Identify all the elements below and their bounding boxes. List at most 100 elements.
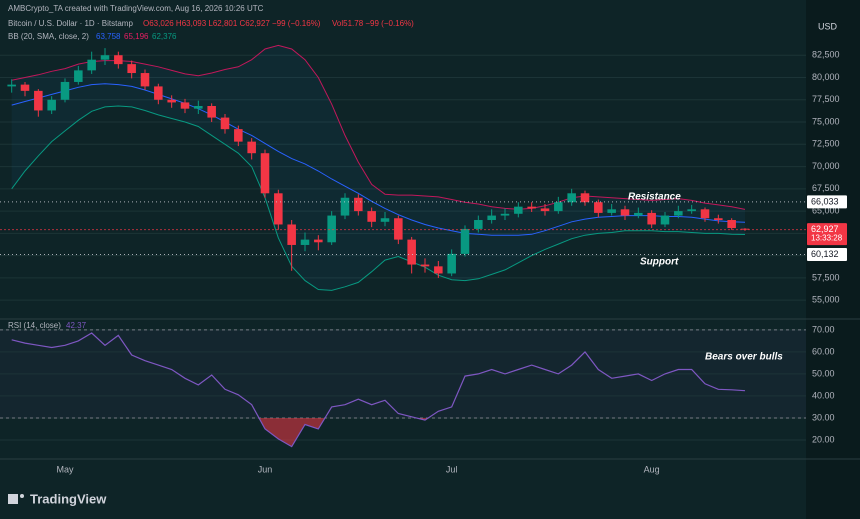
candle-body: [554, 202, 563, 212]
y-tick-label: 30.00: [812, 412, 835, 422]
x-tick-label: Aug: [644, 464, 660, 474]
candle-body: [7, 84, 16, 87]
candle-body: [714, 218, 723, 221]
brand: TradingView: [30, 491, 107, 506]
candle-body: [207, 106, 216, 118]
price-label-box: [807, 247, 847, 261]
candle-body: [634, 212, 643, 216]
y-tick-label: 60.00: [812, 346, 835, 356]
candle-body: [247, 141, 256, 154]
y-tick-label: 70,000: [812, 161, 840, 171]
price-label: 66,033: [811, 196, 839, 206]
plot-background: [0, 0, 806, 519]
y-tick-label: 57,500: [812, 272, 840, 282]
currency: USD: [818, 21, 838, 31]
candle-body: [287, 224, 296, 245]
ohlc: O63,026 H63,093 L62,801 C62,927 −99 (−0.…: [143, 19, 321, 28]
rsi-line: [11, 332, 746, 448]
candle-body: [567, 193, 576, 203]
candle-body: [260, 153, 270, 194]
candle-body: [167, 99, 176, 103]
candle-body: [367, 211, 376, 222]
bb-lower-value: 62,376: [152, 32, 177, 41]
annotation: Bears over bulls: [705, 352, 783, 363]
price-label-box: [807, 223, 847, 246]
candle-body: [114, 55, 123, 65]
candle-body: [727, 220, 736, 229]
candle-body: [127, 64, 136, 74]
candle-body: [527, 206, 536, 209]
candle-body: [447, 253, 456, 274]
candle-body: [580, 193, 590, 203]
candle-body: [100, 55, 110, 60]
candle-body: [34, 90, 43, 111]
candle-body: [314, 239, 323, 243]
y-tick-label: 75,000: [812, 116, 840, 126]
y-tick-label: 65,000: [812, 205, 840, 215]
y-tick-label: 77,500: [812, 94, 840, 104]
candle-body: [380, 218, 390, 222]
candle-body: [394, 218, 403, 240]
candle-body: [647, 212, 656, 225]
x-tick-label: Jul: [446, 464, 458, 474]
y-tick-label: 20.00: [812, 434, 835, 444]
candle-body: [140, 73, 150, 87]
y-tick-label: 70.00: [812, 324, 835, 334]
brand-logo: TradingView: [8, 491, 107, 506]
candle-body: [514, 206, 523, 214]
bb-upper-line: [11, 44, 746, 210]
x-tick-label: May: [56, 464, 74, 474]
price-label: 60,132: [811, 249, 839, 259]
bb-upper-value: 65,196: [124, 32, 149, 41]
bb-basis-value: 63,758: [96, 32, 121, 41]
candle-body: [460, 228, 470, 254]
rsi-label: RSI (14, close): [8, 321, 61, 330]
volume: Vol51.78 −99 (−0.16%): [332, 19, 414, 28]
candle-body: [47, 99, 56, 111]
candle-body: [700, 209, 710, 219]
candle-body: [594, 202, 603, 213]
candle-body: [74, 70, 83, 82]
candle-body: [154, 86, 163, 100]
candle-body: [474, 220, 483, 229]
candle-body: [540, 208, 550, 212]
rsi-value: 42.37: [66, 321, 87, 330]
candle-body: [274, 193, 283, 225]
y-tick-label: 82,500: [812, 50, 840, 60]
logo-icon: [8, 494, 18, 504]
candle-body: [327, 215, 336, 243]
candle-body: [300, 239, 310, 245]
x-tick-label: Jun: [258, 464, 273, 474]
candle-body: [234, 129, 243, 142]
bb-label: BB (20, SMA, close, 2): [8, 32, 89, 41]
y-tick-label: 50.00: [812, 368, 835, 378]
candle-body: [60, 81, 70, 100]
creator: AMBCrypto_TA created with TradingView.co…: [8, 4, 264, 13]
candle-body: [340, 197, 350, 216]
candle-body: [180, 102, 190, 109]
y-tick-label: 72,500: [812, 139, 840, 149]
annotation: Support: [640, 257, 679, 268]
y-tick-label: 80,000: [812, 72, 840, 82]
candle-body: [487, 215, 496, 221]
candle-body: [620, 209, 630, 216]
bb-basis-line: [11, 83, 746, 236]
price-label: 62,927: [811, 224, 839, 234]
candle-body: [87, 59, 96, 71]
candle-body: [420, 264, 430, 267]
symbol: Bitcoin / U.S. Dollar · 1D · Bitstamp: [8, 19, 133, 28]
price-label-box: [807, 195, 847, 209]
candle-body: [607, 209, 616, 213]
bb-lower-line: [11, 105, 746, 291]
y-tick-label: 40.00: [812, 390, 835, 400]
candle-body: [687, 209, 696, 212]
candle-body: [194, 106, 203, 109]
layer: 55,00057,50060,00062,50065,00067,50070,0…: [0, 44, 847, 474]
annotation: Resistance: [628, 192, 681, 203]
candle-body: [354, 197, 363, 212]
countdown: 13:33:28: [811, 234, 843, 243]
candle-body: [500, 213, 510, 216]
candle-body: [220, 117, 230, 130]
logo-dot: [20, 494, 24, 498]
